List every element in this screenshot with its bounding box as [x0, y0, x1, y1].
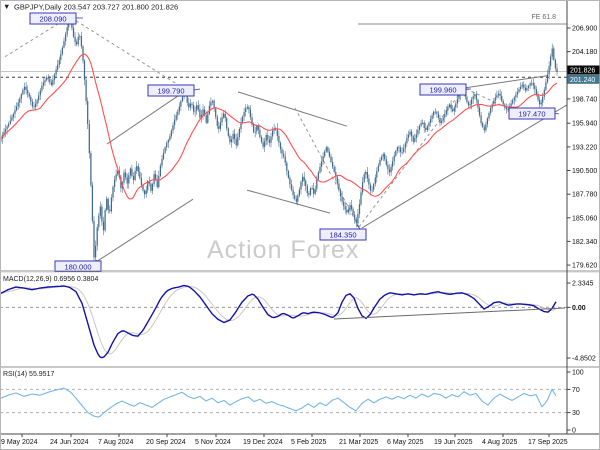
macd-tick-label: 2.3345 [572, 281, 594, 288]
trendline[interactable] [361, 104, 567, 229]
macd-trendline[interactable] [333, 307, 566, 320]
watermark: Action Forex [207, 236, 359, 264]
rsi-tick-label: 100 [572, 370, 584, 377]
macd-tick-label: -4.8502 [572, 356, 596, 363]
trendline-dashed[interactable] [70, 17, 191, 93]
rsi-tick-label: 70 [572, 387, 580, 394]
date-tick-label: 6 May 2025 [387, 439, 424, 446]
trendline[interactable] [237, 91, 348, 127]
price-annotation[interactable]: 180.000 [54, 259, 102, 273]
price-tick-label: 193.220 [572, 144, 597, 151]
last-price-badge: 201.826 [567, 65, 600, 75]
axes: 206.900 204.180 198.740 195.940 193.220 190.5… [1, 26, 597, 447]
rsi-label: RSI(14) 55.9517 [3, 371, 54, 378]
price-tick-label: 198.740 [572, 96, 597, 103]
price-tick-label: 182.340 [572, 239, 597, 246]
symbol-collapse-icon[interactable]: ▼ [3, 2, 10, 11]
svg-text:201.240: 201.240 [570, 77, 595, 84]
price-tick-label: 179.620 [572, 263, 597, 270]
date-tick-label: 17 Sep 2025 [528, 439, 568, 446]
macd-panel[interactable] [0, 284, 567, 359]
price-annotation[interactable]: 208.090 [29, 12, 83, 25]
price-tick-label: 206.900 [572, 26, 597, 33]
macd-label: MACD(12,26,9) 0.6956 0.3804 [3, 276, 98, 283]
svg-text:201.826: 201.826 [570, 68, 595, 75]
bid-price-badge: 201.240 [567, 74, 600, 84]
rsi-tick-label: 0 [572, 428, 576, 435]
date-tick-label: 7 Aug 2024 [98, 439, 134, 446]
date-tick-label: 19 Dec 2024 [243, 439, 283, 446]
trendline[interactable] [106, 86, 192, 145]
svg-text:197.470: 197.470 [518, 110, 545, 119]
macd-tick-label: 0.00 [572, 305, 586, 312]
macd-signal-line [0, 285, 557, 355]
price-annotation[interactable]: 184.350 [319, 224, 367, 241]
date-tick-label: 19 Jun 2025 [434, 439, 473, 446]
date-tick-label: 21 Mar 2025 [339, 439, 378, 446]
price-tick-label: 187.780 [572, 192, 597, 199]
moving-average-line [0, 53, 558, 200]
date-tick-label: 4 Aug 2025 [482, 439, 518, 446]
chart-title-ohlc: GBPJPY,Daily 203.547 203.727 201.800 201… [14, 3, 178, 12]
price-tick-label: 185.060 [572, 215, 597, 222]
macd-main-line [0, 284, 557, 359]
main-chart-layer[interactable] [0, 13, 567, 264]
fib-extension-label[interactable]: FE 61.8 [531, 14, 556, 21]
price-annotation[interactable]: 199.960 [419, 83, 471, 96]
svg-text:180.000: 180.000 [64, 263, 91, 272]
rsi-line [0, 387, 557, 418]
svg-text:199.960: 199.960 [429, 86, 456, 95]
svg-text:184.350: 184.350 [329, 231, 356, 240]
rsi-panel[interactable] [0, 387, 567, 418]
trendline-dashed[interactable] [294, 107, 360, 228]
trendline[interactable] [246, 189, 331, 214]
svg-text:208.090: 208.090 [39, 15, 66, 24]
price-annotations[interactable]: 208.090 199.790 199.960 197.470 184.350 180.0… [29, 12, 560, 273]
price-tick-label: 204.180 [572, 49, 597, 56]
price-annotation[interactable]: 199.790 [147, 84, 201, 97]
svg-text:199.790: 199.790 [157, 87, 184, 96]
price-tick-label: 195.940 [572, 121, 597, 128]
price-annotation[interactable]: 197.470 [508, 107, 560, 120]
date-tick-label: 5 Feb 2025 [291, 439, 327, 446]
date-tick-label: 5 Nov 2024 [195, 439, 231, 446]
candles [0, 13, 558, 262]
date-tick-label: 24 Jun 2024 [50, 439, 89, 446]
trendline[interactable] [463, 75, 548, 89]
trendline[interactable] [94, 198, 194, 264]
rsi-tick-label: 30 [572, 410, 580, 417]
price-tick-label: 190.500 [572, 168, 597, 175]
date-tick-label: 20 Sep 2024 [146, 439, 186, 446]
date-tick-label: 9 May 2024 [1, 439, 38, 446]
